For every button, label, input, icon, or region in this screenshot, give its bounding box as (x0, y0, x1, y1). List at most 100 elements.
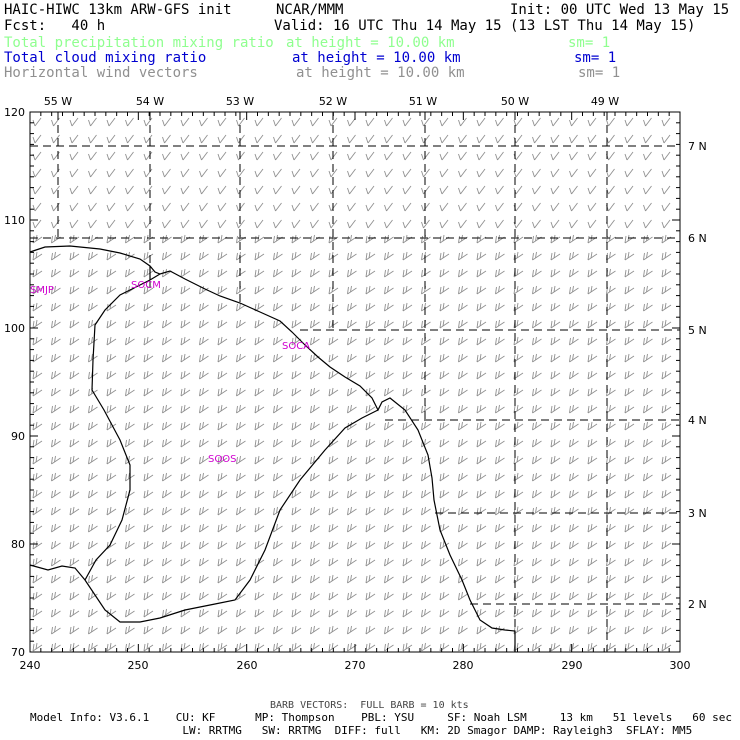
wind-barb (587, 302, 598, 312)
wind-barb (347, 134, 356, 144)
wind-barb (458, 353, 468, 363)
wind-barb (199, 251, 209, 261)
wind-barb (439, 557, 450, 567)
wind-barb (125, 540, 135, 550)
wind-barb (384, 319, 394, 329)
wind-barb (421, 370, 431, 380)
y-tick-80: 80 (11, 538, 25, 551)
wind-barb (550, 185, 560, 195)
wind-barb (162, 319, 172, 329)
wind-barb (587, 489, 598, 499)
wind-barb (254, 591, 265, 601)
wind-barb (143, 472, 154, 482)
wind-barb (328, 506, 339, 516)
wind-barb (421, 489, 431, 499)
wind-barb (273, 506, 283, 516)
wind-barb (569, 404, 579, 414)
wind-barb (162, 285, 172, 295)
wind-barb (199, 185, 208, 195)
wind-barb (217, 540, 228, 550)
wind-barb (125, 608, 135, 618)
wind-barb (532, 185, 541, 195)
wind-barb (661, 370, 672, 380)
wind-barb (550, 557, 561, 567)
lat-label-6n: 6 N (688, 232, 707, 245)
wind-barb (495, 370, 505, 380)
wind-barb (624, 489, 635, 499)
wind-barb (180, 472, 191, 482)
wind-barb (199, 151, 208, 161)
wind-barb (661, 540, 672, 550)
wind-barb (495, 251, 505, 261)
field-wind-height: at height = 10.00 km (296, 65, 465, 81)
wind-barb (550, 151, 560, 161)
wind-barb (365, 387, 376, 397)
wind-barb (310, 506, 320, 516)
valid-time: Valid: 16 UTC Thu 14 May 15 (13 LST Thu … (274, 18, 696, 34)
wind-barb (606, 234, 616, 244)
wind-barb (569, 202, 578, 212)
wind-barb (661, 185, 671, 195)
x-tick-250: 250 (128, 659, 149, 672)
wind-barb (476, 421, 487, 431)
wind-barb (106, 625, 117, 635)
wind-barb (402, 591, 413, 601)
wind-barb (402, 219, 412, 229)
wind-barb (624, 353, 635, 363)
wind-barb (661, 438, 672, 448)
wind-barb (532, 506, 542, 516)
wind-barb (310, 421, 320, 431)
wind-barb (624, 285, 635, 295)
wind-barb (69, 625, 80, 635)
wind-barb (495, 234, 505, 244)
graticule (30, 112, 680, 652)
wind-barb (143, 387, 154, 397)
wind-barb (439, 404, 450, 414)
wind-barb (199, 574, 209, 584)
wind-barb (606, 319, 616, 329)
wind-barb (88, 268, 98, 278)
wind-barb (106, 336, 117, 346)
wind-barb (347, 336, 357, 346)
wind-barb (291, 472, 302, 482)
wind-barb (236, 387, 246, 397)
wind-barb (106, 489, 117, 499)
wind-barb (51, 523, 61, 533)
wind-barb (606, 540, 616, 550)
lat-label-4n: 4 N (688, 414, 707, 427)
x-tick-290: 290 (562, 659, 583, 672)
wind-barb (476, 404, 487, 414)
wind-barb (347, 608, 357, 618)
wind-barb (458, 523, 468, 533)
wind-barb (217, 251, 228, 261)
wind-barb (273, 319, 283, 329)
wind-barb (365, 489, 376, 499)
wind-barb (402, 251, 413, 261)
init-time: Init: 00 UTC Wed 13 May 15 (510, 2, 730, 18)
y-tick-120: 120 (4, 106, 25, 119)
wind-barb (550, 285, 561, 295)
wind-barb (88, 455, 98, 465)
wind-barb (199, 370, 209, 380)
wind-barb (439, 151, 449, 161)
wind-barb (347, 455, 357, 465)
wind-barb (643, 202, 652, 212)
wind-barb (88, 134, 97, 144)
wind-barb (273, 489, 283, 499)
wind-barb (439, 370, 450, 380)
wind-barb (643, 540, 653, 550)
wind-barb (310, 219, 319, 229)
wind-barb (347, 540, 357, 550)
wind-barb (606, 117, 615, 127)
wind-barb (606, 202, 615, 212)
wind-barb (32, 642, 43, 652)
wind-barb (180, 151, 190, 161)
wind-barb (495, 523, 505, 533)
wind-barb (587, 404, 598, 414)
station-soca: SOCA (282, 341, 310, 352)
wind-barb (32, 404, 43, 414)
x-tick-260: 260 (237, 659, 258, 672)
wind-barb (125, 202, 134, 212)
wind-barb (384, 574, 394, 584)
wind-barb (199, 336, 209, 346)
